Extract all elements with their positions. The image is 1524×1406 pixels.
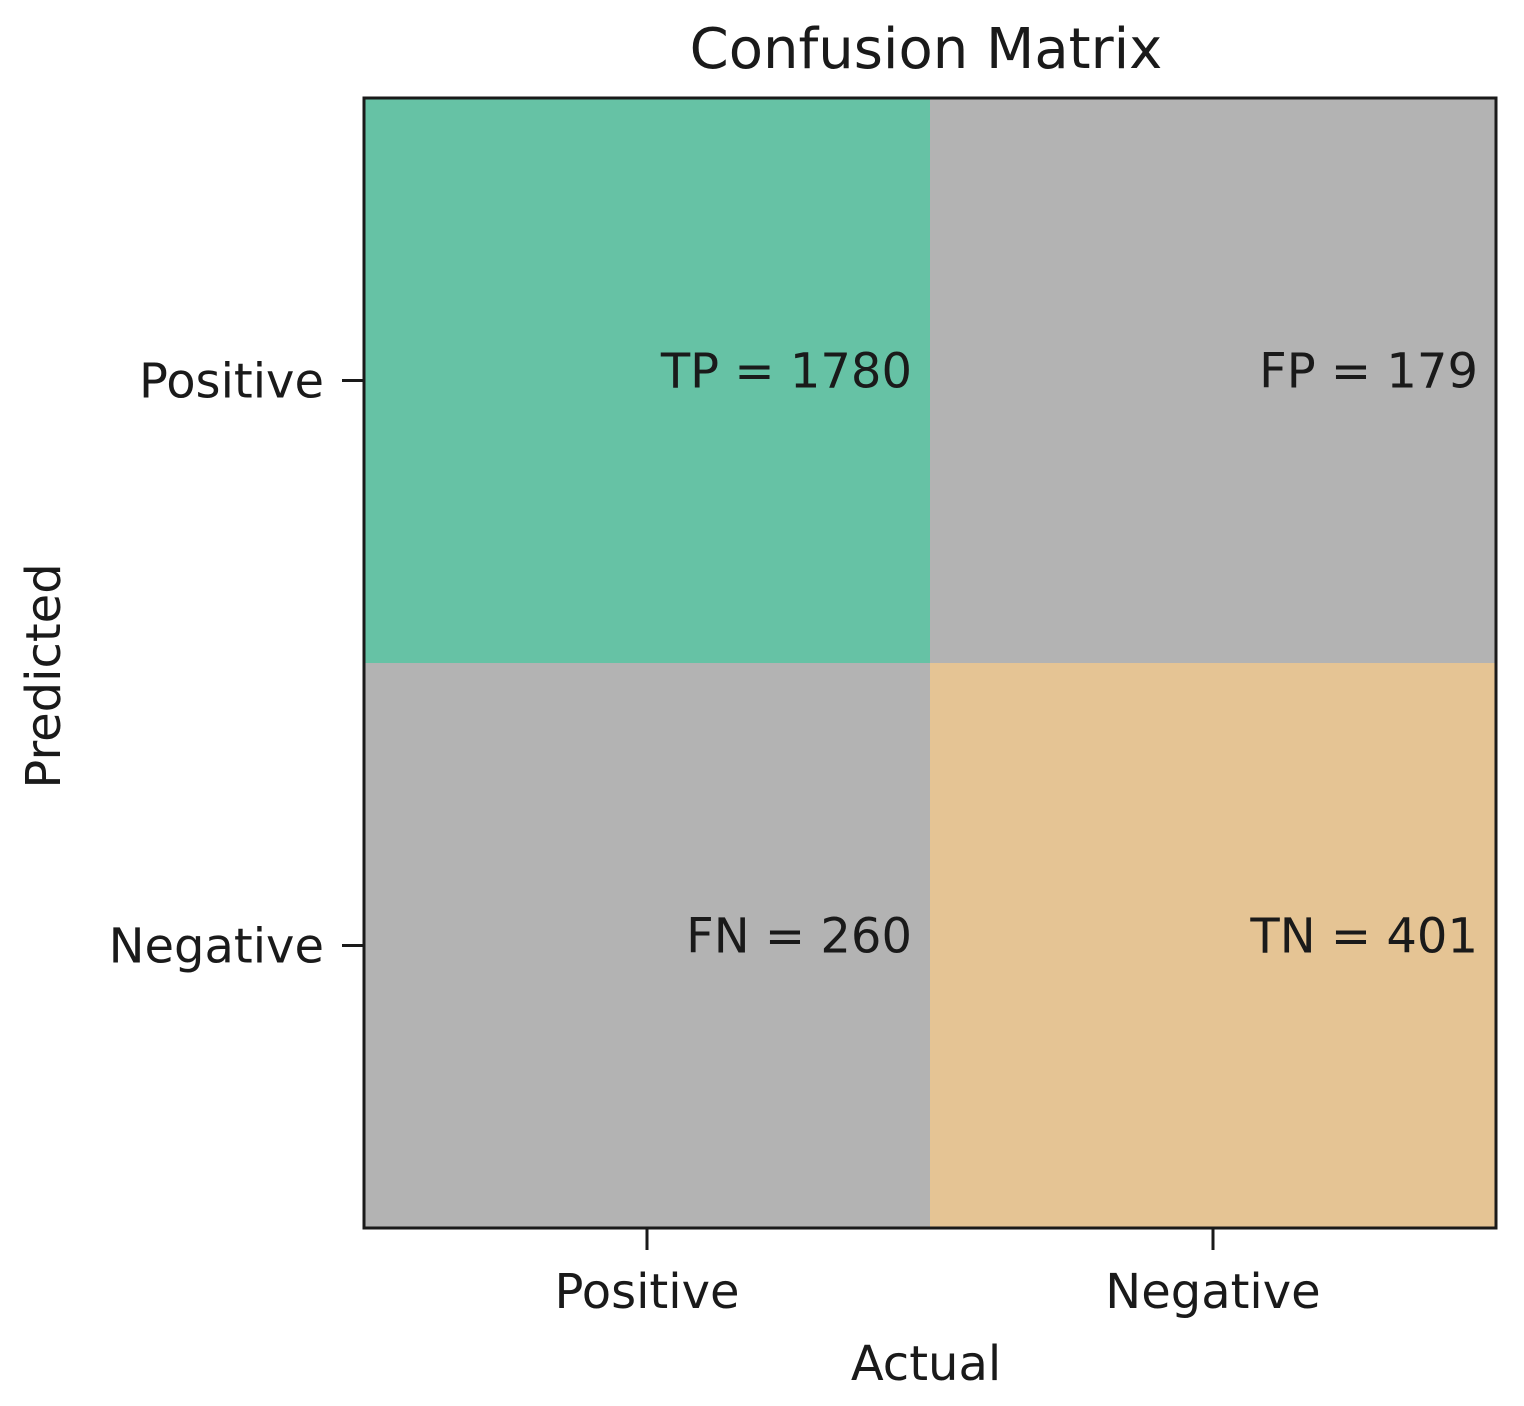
plot-frame (362, 96, 1498, 1230)
cell-value-label: FN = 260 (686, 909, 912, 965)
y-axis-ticks: Positive Negative (109, 354, 364, 975)
x-axis-label: Actual (851, 1336, 1001, 1392)
chart-title: Confusion Matrix (690, 17, 1163, 82)
y-axis-label: Predicted (16, 563, 72, 788)
cell-value-labels: TP = 1780 FP = 179 FN = 260 TN = 401 (660, 344, 1478, 965)
y-tick-label: Positive (139, 354, 324, 410)
x-tick-label: Positive (554, 1264, 739, 1320)
y-tick-label: Negative (109, 919, 324, 975)
x-axis-ticks: Positive Negative (554, 1228, 1321, 1320)
cell-value-label: TN = 401 (1249, 909, 1478, 965)
heatmap-cell (930, 98, 1496, 663)
cell-value-label: TP = 1780 (660, 344, 912, 400)
heatmap-cells (364, 98, 1496, 1228)
heatmap-cell (930, 663, 1496, 1228)
x-tick-label: Negative (1105, 1264, 1320, 1320)
heatmap-cell (364, 98, 930, 663)
heatmap-cell (364, 663, 930, 1228)
cell-value-label: FP = 179 (1259, 344, 1478, 400)
